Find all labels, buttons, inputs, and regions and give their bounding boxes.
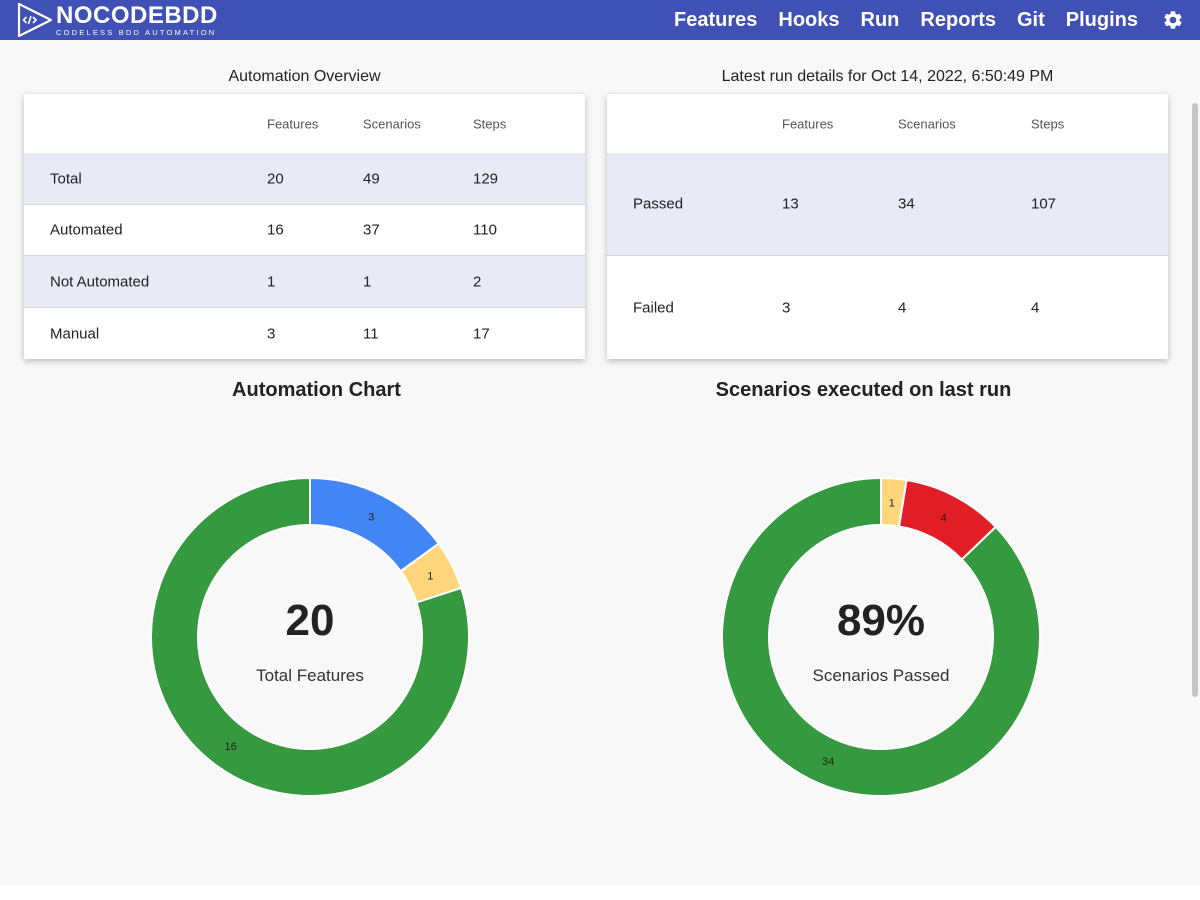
cell-value: 16 [267,221,284,239]
cell-value: 34 [898,195,915,213]
automation-chart-title: Automation Chart [232,379,401,401]
table-row: Total 20 49 129 [24,153,585,205]
overview-header-row: Features Scenarios Steps [24,94,585,153]
column-header[interactable]: Features [267,116,319,131]
nav-run[interactable]: Run [860,8,900,31]
logo-title: NOCODEBDD [56,1,218,29]
nav-reports[interactable]: Reports [920,8,996,31]
gear-icon[interactable] [1162,9,1184,31]
cell-value: 1 [363,273,372,290]
cell-value: 4 [1031,299,1040,316]
table-row: Manual 3 11 17 [24,308,585,359]
column-header[interactable]: Scenarios [363,116,421,131]
cell-value: 107 [1031,195,1057,213]
run-donut-chart: 34 4 1 [721,477,1041,797]
logo-subtitle: CODELESS BDD AUTOMATION [56,27,217,37]
table-row: Not Automated 1 1 2 [24,256,585,308]
cell-value: 4 [898,299,907,316]
slice-label: 4 [941,512,947,524]
scrollbar-thumb[interactable] [1192,103,1198,697]
row-label: Not Automated [50,273,150,290]
cell-value: 129 [473,170,499,187]
table-row: Failed 3 4 4 [607,256,1168,359]
latest-run-title: Latest run details for Oct 14, 2022, 6:5… [721,68,1054,85]
donut-slice-34[interactable] [721,477,1041,797]
scenarios-passed-label: Scenarios Passed [812,666,950,685]
row-label: Total [50,170,82,187]
table-row: Automated 16 37 110 [24,205,585,256]
top-nav-bar: NOCODEBDD CODELESS BDD AUTOMATION Featur… [0,0,1200,40]
bottom-strip [0,885,1200,900]
overview-table: Features Scenarios Steps Total 20 49 129… [24,94,585,359]
nav-hooks[interactable]: Hooks [778,8,840,31]
column-header[interactable]: Steps [473,116,507,131]
cell-value: 49 [363,170,380,187]
slice-label: 16 [225,741,237,753]
run-chart-title: Scenarios executed on last run [715,379,1012,401]
total-features-label: Total Features [256,666,364,685]
table-row: Passed 13 34 107 [607,153,1168,256]
row-label: Failed [633,299,674,316]
cell-value: 20 [267,170,284,187]
cell-value: 17 [473,325,490,342]
cell-value: 13 [782,195,799,213]
row-label: Automated [50,221,123,239]
nav-plugins[interactable]: Plugins [1065,8,1138,31]
cell-value: 2 [473,273,482,290]
slice-label: 1 [889,497,895,509]
cell-value: 3 [267,325,276,342]
column-header[interactable]: Steps [1031,116,1065,131]
logo-icon [17,2,53,38]
donut-slice-1[interactable] [880,477,908,528]
overview-title: Automation Overview [228,68,381,85]
donut-slice-16[interactable] [150,477,470,797]
slice-label: 3 [368,512,374,524]
nav-features[interactable]: Features [674,8,758,31]
main-nav: Features Hooks Run Reports Git Plugins [653,0,1184,40]
column-header[interactable]: Scenarios [898,116,956,131]
slice-label: 34 [822,756,834,768]
slice-label: 1 [427,571,433,583]
latest-run-table: Features Scenarios Steps Passed 13 34 10… [607,94,1168,359]
cell-value: 37 [363,221,380,239]
cell-value: 110 [473,221,497,239]
latest-run-header-row: Features Scenarios Steps [607,94,1168,153]
scenarios-passed-value: 89% [836,596,926,645]
app-logo[interactable]: NOCODEBDD CODELESS BDD AUTOMATION [16,0,218,40]
row-label: Manual [50,325,100,342]
cell-value: 1 [267,273,276,290]
donut-slice-3[interactable] [309,477,441,573]
cell-value: 11 [363,325,379,342]
row-label: Passed [633,195,684,213]
nav-git[interactable]: Git [1016,8,1045,31]
cell-value: 3 [782,299,791,316]
total-features-value: 20 [285,596,335,645]
column-header[interactable]: Features [782,116,834,131]
